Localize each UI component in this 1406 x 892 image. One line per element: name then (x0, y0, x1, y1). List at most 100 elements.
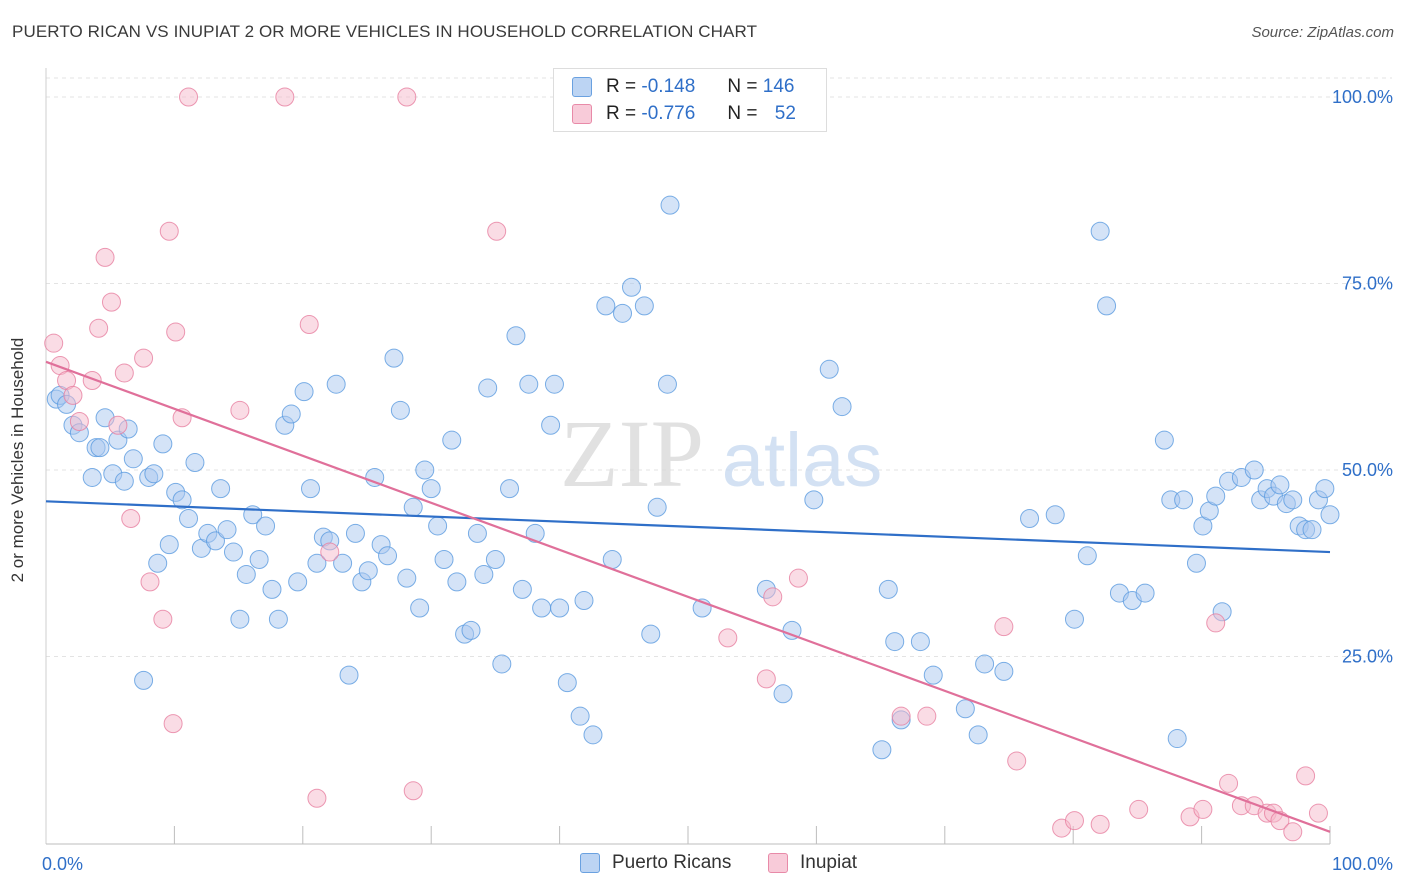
data-point (95, 247, 115, 267)
data-point (333, 553, 353, 573)
chart-title: PUERTO RICAN VS INUPIAT 2 OR MORE VEHICL… (12, 22, 758, 41)
data-point (166, 322, 186, 342)
data-point (1007, 751, 1027, 771)
data-point (544, 374, 564, 394)
legend-row-puerto-ricans: R = -0.148 N = 146 (572, 75, 794, 99)
data-point (506, 326, 526, 346)
data-point (230, 400, 250, 420)
data-point (634, 296, 654, 316)
data-point (442, 430, 462, 450)
data-point (1154, 430, 1174, 450)
data-point (570, 706, 590, 726)
bottom-legend-label: Inupiat (800, 852, 858, 873)
data-point (1315, 479, 1335, 499)
data-point (461, 620, 481, 640)
data-point (574, 591, 594, 611)
data-point (910, 632, 930, 652)
legend-row-inupiat: R = -0.776 N = 52 (572, 102, 796, 126)
data-point (223, 542, 243, 562)
data-point (307, 553, 327, 573)
data-point (159, 221, 179, 241)
data-point (994, 617, 1014, 637)
bottom-legend-inupiat: Inupiat (768, 852, 857, 874)
data-point (268, 609, 288, 629)
trend-line-inupiat (45, 360, 1331, 833)
data-point (320, 542, 340, 562)
data-point (1090, 221, 1110, 241)
legend-n-label: N = (727, 76, 758, 97)
data-point (955, 699, 975, 719)
data-point (832, 397, 852, 417)
data-point (397, 87, 417, 107)
data-point (500, 479, 520, 499)
data-point (532, 598, 552, 618)
data-point (1302, 520, 1322, 540)
series-inupiat (44, 87, 1328, 842)
data-point (1270, 475, 1290, 495)
data-point (211, 479, 231, 499)
data-point (339, 665, 359, 685)
data-point (1219, 773, 1239, 793)
data-point (968, 725, 988, 745)
data-point (403, 497, 423, 517)
data-point (307, 788, 327, 808)
data-point (410, 598, 430, 618)
data-point (1206, 613, 1226, 633)
data-point (1283, 490, 1303, 510)
data-point (172, 490, 192, 510)
data-point (1174, 490, 1194, 510)
data-point (153, 609, 173, 629)
y-tick-label: 25.0% (1342, 647, 1393, 667)
data-point (1097, 296, 1117, 316)
data-point (467, 523, 487, 543)
data-point (428, 516, 448, 536)
data-point (1244, 460, 1264, 480)
data-point (358, 561, 378, 581)
data-point (205, 531, 225, 551)
data-point (804, 490, 824, 510)
data-point (819, 359, 839, 379)
data-point (288, 572, 308, 592)
data-point (1064, 609, 1084, 629)
data-point (519, 374, 539, 394)
legend-n-label: N = (727, 103, 758, 124)
data-point (134, 348, 154, 368)
data-point (384, 348, 404, 368)
data-point (763, 587, 783, 607)
data-point (1064, 811, 1084, 831)
data-point (1296, 766, 1316, 786)
data-point (1186, 553, 1206, 573)
data-point (249, 550, 269, 570)
data-point (179, 508, 199, 528)
data-point (1308, 803, 1328, 823)
legend-swatch-blue (572, 77, 592, 97)
y-tick-label: 75.0% (1342, 274, 1393, 294)
data-point (123, 449, 143, 469)
series-puerto-ricans (46, 195, 1340, 760)
data-point (550, 598, 570, 618)
data-point (69, 412, 89, 432)
data-point (917, 706, 937, 726)
data-point (660, 195, 680, 215)
data-point (788, 568, 808, 588)
data-point (144, 464, 164, 484)
data-point (885, 632, 905, 652)
data-point (179, 87, 199, 107)
data-point (487, 221, 507, 241)
data-point (923, 665, 943, 685)
data-point (390, 400, 410, 420)
data-point (641, 624, 661, 644)
data-point (583, 725, 603, 745)
data-point (1045, 505, 1065, 525)
data-point (44, 333, 64, 353)
data-point (236, 564, 256, 584)
data-point (1077, 546, 1097, 566)
trend-lines (45, 360, 1331, 833)
legend-n-value: 146 (762, 76, 795, 97)
data-point (101, 292, 121, 312)
legend-n-value: 52 (774, 103, 796, 124)
data-point (478, 378, 498, 398)
data-point (82, 467, 102, 487)
data-point (301, 479, 321, 499)
data-point (345, 523, 365, 543)
